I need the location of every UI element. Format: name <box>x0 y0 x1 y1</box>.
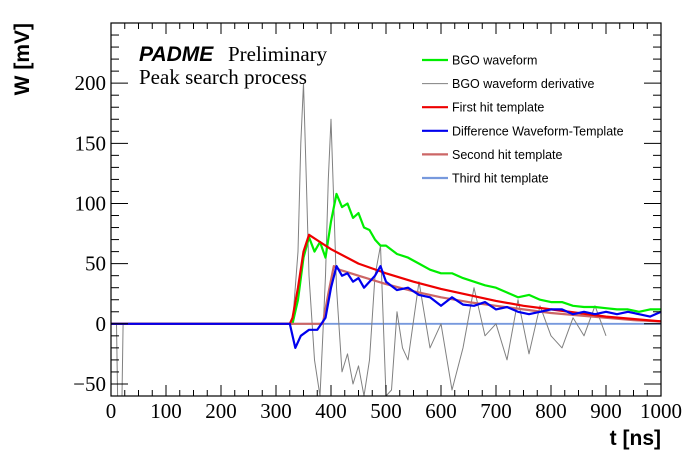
x-tick-label: 1000 <box>640 399 682 423</box>
y-tick-label: 50 <box>85 252 106 276</box>
series-line-bgo-waveform <box>111 192 661 325</box>
preliminary-label: Preliminary <box>228 42 328 66</box>
series-line-first-hit-template <box>111 233 661 325</box>
y-tick-label: 200 <box>75 71 107 95</box>
y-tick-label: 150 <box>75 131 107 155</box>
series-line-second-hit-template <box>111 265 661 325</box>
x-tick-label: 200 <box>205 399 237 423</box>
legend-item: First hit template <box>422 101 544 115</box>
y-tick-label: 100 <box>75 191 107 215</box>
legend-item: Second hit template <box>422 148 563 162</box>
x-tick-label: 800 <box>535 399 567 423</box>
x-tick-labels: 0 100 200 300 400 500 600 700 800 900 1000 <box>106 399 682 423</box>
y-tick-label: 0 <box>96 312 107 336</box>
series-line-difference-waveform-template <box>111 265 661 349</box>
x-tick-label: 0 <box>106 399 117 423</box>
legend-label: Second hit template <box>452 148 563 162</box>
padme-brand-label: PADME <box>139 43 214 66</box>
y-axis-title: W [mV] <box>11 23 34 95</box>
legend: BGO waveform BGO waveform derivative First… <box>422 54 624 186</box>
x-tick-label: 900 <box>590 399 622 423</box>
x-tick-label: 700 <box>480 399 512 423</box>
legend-label: BGO waveform <box>452 54 537 68</box>
legend-item: BGO waveform <box>422 54 537 68</box>
plot-area <box>111 82 661 396</box>
legend-item: Difference Waveform-Template <box>422 124 624 138</box>
x-tick-label: 100 <box>150 399 182 423</box>
x-tick-label: 400 <box>315 399 347 423</box>
legend-label: BGO waveform derivative <box>452 77 594 91</box>
plot-subtitle: Peak search process <box>139 65 307 89</box>
axis-ticks <box>110 22 662 397</box>
legend-item: BGO waveform derivative <box>422 77 594 91</box>
y-tick-labels: −50 0 50 100 150 200 <box>73 71 106 396</box>
x-tick-label: 600 <box>425 399 457 423</box>
x-axis-title: t [ns] <box>610 427 661 450</box>
legend-label: Difference Waveform-Template <box>452 124 624 138</box>
x-tick-label: 300 <box>260 399 292 423</box>
legend-item: Third hit template <box>422 172 549 186</box>
legend-label: First hit template <box>452 101 544 115</box>
y-tick-label: −50 <box>73 372 106 396</box>
legend-label: Third hit template <box>452 172 549 186</box>
x-tick-label: 500 <box>370 399 402 423</box>
